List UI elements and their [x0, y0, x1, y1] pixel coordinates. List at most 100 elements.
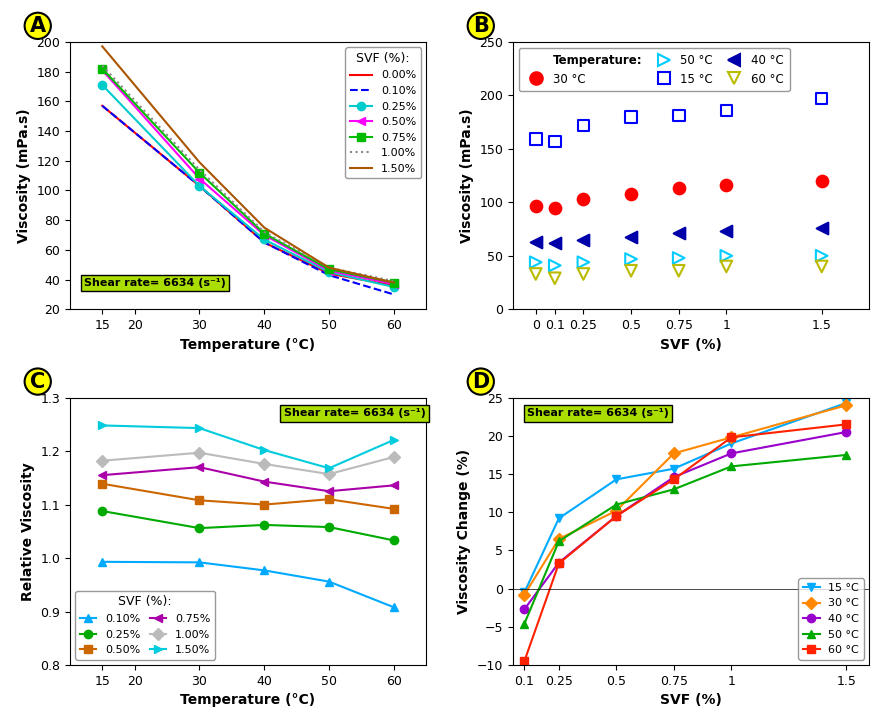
30 °C — [529, 200, 543, 211]
30 °C — [548, 202, 562, 214]
15 °C — [611, 475, 622, 484]
60 °C — [814, 261, 828, 272]
1.00% — [194, 448, 205, 457]
X-axis label: Temperature (°C): Temperature (°C) — [181, 694, 315, 707]
15 °C — [672, 110, 686, 122]
50 °C — [548, 260, 562, 272]
0.10% — [97, 557, 107, 566]
1.50% — [389, 278, 400, 287]
Legend: 0.10%, 0.25%, 0.50%, 0.75%, 1.00%, 1.50%: 0.10%, 0.25%, 0.50%, 0.75%, 1.00%, 1.50% — [75, 591, 215, 660]
1.00% — [97, 62, 107, 70]
Line: 0.00%: 0.00% — [102, 106, 394, 285]
1.50% — [323, 264, 334, 272]
0.00% — [323, 269, 334, 278]
0.00% — [97, 101, 107, 110]
40 °C — [726, 449, 736, 458]
Text: A: A — [29, 16, 46, 35]
0.25% — [259, 235, 269, 244]
X-axis label: Temperature (°C): Temperature (°C) — [181, 337, 315, 352]
15 °C — [624, 111, 638, 122]
0.25% — [389, 282, 400, 291]
60 °C — [669, 475, 680, 484]
50 °C — [669, 485, 680, 494]
0.50% — [194, 496, 205, 505]
60 °C — [519, 657, 530, 665]
0.50% — [97, 66, 107, 75]
0.25% — [97, 80, 107, 89]
15 °C — [726, 439, 736, 448]
0.10% — [389, 290, 400, 299]
1.00% — [323, 470, 334, 479]
Line: 0.25%: 0.25% — [98, 81, 398, 291]
0.25% — [323, 523, 334, 531]
50 °C — [611, 500, 622, 509]
1.50% — [97, 421, 107, 430]
30 °C — [672, 182, 686, 194]
0.00% — [259, 238, 269, 247]
50 °C — [672, 252, 686, 264]
Line: 0.25%: 0.25% — [98, 507, 398, 544]
0.75% — [323, 265, 334, 274]
Line: 30 °C: 30 °C — [520, 401, 851, 599]
Text: D: D — [472, 371, 489, 392]
1.50% — [194, 424, 205, 432]
0.25% — [194, 523, 205, 532]
40 °C — [519, 605, 530, 614]
0.75% — [259, 477, 269, 486]
1.50% — [97, 42, 107, 51]
0.50% — [259, 231, 269, 240]
0.10% — [194, 558, 205, 567]
0.75% — [259, 230, 269, 238]
60 °C — [611, 512, 622, 521]
50 °C — [529, 256, 543, 268]
0.50% — [194, 174, 205, 183]
30 °C — [841, 401, 851, 410]
0.50% — [259, 500, 269, 509]
Text: B: B — [473, 16, 489, 35]
1.00% — [194, 165, 205, 174]
Legend: 0.00%, 0.10%, 0.25%, 0.50%, 0.75%, 1.00%, 1.50%: 0.00%, 0.10%, 0.25%, 0.50%, 0.75%, 1.00%… — [346, 48, 421, 178]
40 °C — [529, 236, 543, 248]
0.10% — [389, 603, 400, 612]
30 °C — [726, 433, 736, 442]
0.50% — [323, 495, 334, 504]
40 °C — [611, 512, 622, 521]
30 °C — [669, 449, 680, 458]
1.50% — [259, 446, 269, 455]
1.00% — [259, 460, 269, 468]
15 °C — [548, 135, 562, 147]
50 °C — [719, 250, 734, 261]
Line: 0.50%: 0.50% — [98, 479, 398, 513]
0.10% — [323, 271, 334, 279]
0.50% — [389, 279, 400, 288]
Line: 1.50%: 1.50% — [98, 421, 398, 472]
0.75% — [389, 481, 400, 489]
40 °C — [841, 428, 851, 437]
60 °C — [719, 261, 734, 272]
0.50% — [323, 266, 334, 275]
0.10% — [259, 238, 269, 247]
0.25% — [97, 507, 107, 515]
Line: 1.50%: 1.50% — [102, 46, 394, 282]
0.25% — [389, 536, 400, 544]
15 °C — [554, 514, 564, 523]
Line: 1.00%: 1.00% — [98, 449, 398, 479]
X-axis label: SVF (%): SVF (%) — [660, 694, 722, 707]
1.00% — [389, 452, 400, 461]
60 °C — [576, 268, 590, 279]
X-axis label: SVF (%): SVF (%) — [660, 337, 722, 352]
15 °C — [529, 133, 543, 145]
Text: Shear rate= 6634 (s⁻¹): Shear rate= 6634 (s⁻¹) — [84, 278, 226, 288]
40 °C — [814, 222, 828, 234]
30 °C — [519, 590, 530, 599]
Y-axis label: Relative Viscosity: Relative Viscosity — [20, 462, 35, 601]
40 °C — [719, 225, 734, 237]
60 °C — [529, 268, 543, 279]
15 °C — [719, 104, 734, 116]
1.50% — [323, 464, 334, 473]
Line: 0.50%: 0.50% — [98, 66, 398, 288]
Line: 0.75%: 0.75% — [98, 463, 398, 495]
30 °C — [624, 188, 638, 200]
Text: Shear rate= 6634 (s⁻¹): Shear rate= 6634 (s⁻¹) — [527, 408, 669, 418]
15 °C — [519, 588, 530, 597]
